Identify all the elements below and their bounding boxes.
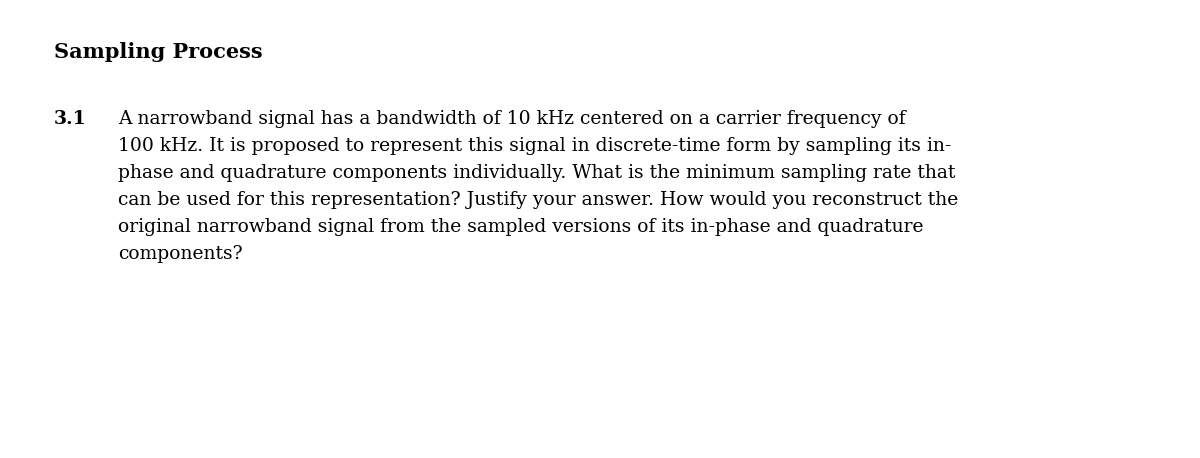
Text: 100 kHz. It is proposed to represent this signal in discrete-time form by sampli: 100 kHz. It is proposed to represent thi… (118, 137, 952, 155)
Text: phase and quadrature components individually. What is the minimum sampling rate : phase and quadrature components individu… (118, 164, 955, 182)
Text: components?: components? (118, 245, 242, 263)
Text: Sampling Process: Sampling Process (54, 42, 263, 62)
Text: A narrowband signal has a bandwidth of 10 kHz centered on a carrier frequency of: A narrowband signal has a bandwidth of 1… (118, 110, 906, 128)
Text: 3.1: 3.1 (54, 110, 86, 128)
Text: original narrowband signal from the sampled versions of its in-phase and quadrat: original narrowband signal from the samp… (118, 218, 924, 236)
Text: can be used for this representation? Justify your answer. How would you reconstr: can be used for this representation? Jus… (118, 191, 959, 209)
